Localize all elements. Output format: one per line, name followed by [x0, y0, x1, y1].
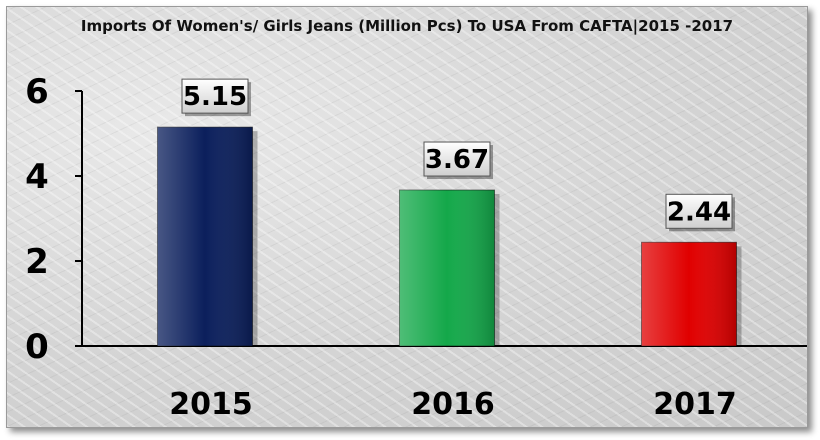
data-label-bg	[423, 141, 491, 177]
data-label-box-2016: 3.67	[423, 141, 493, 180]
bar-sheen	[157, 127, 253, 346]
x-tick-label: 2016	[411, 387, 495, 422]
y-tick-label: 0	[25, 327, 49, 367]
bar-chart: 0 2 4 6 5.15 2015 3.67 2016 2.44 2017	[25, 72, 807, 422]
y-tick-label: 4	[25, 157, 49, 197]
y-tick-label: 6	[25, 72, 49, 112]
chart-title: Imports Of Women's/ Girls Jeans (Million…	[80, 17, 734, 35]
bar-group-2015	[157, 126, 258, 347]
data-label: 5.15	[183, 82, 247, 112]
data-label-box-2015: 5.15	[181, 78, 251, 117]
data-label: 3.67	[425, 145, 489, 175]
data-label-bg	[181, 78, 249, 114]
bar-sheen	[641, 242, 737, 346]
bar-group-2016	[399, 189, 500, 347]
y-tick-label: 2	[25, 242, 49, 282]
data-label: 2.44	[667, 197, 731, 227]
x-tick-label: 2015	[169, 387, 253, 422]
data-label-box-2017: 2.44	[665, 193, 735, 232]
bar-sheen	[399, 190, 495, 346]
x-tick-label: 2017	[653, 387, 737, 422]
chart-frame: Imports Of Women's/ Girls Jeans (Million…	[6, 6, 808, 428]
bar-group-2017	[641, 241, 742, 347]
data-label-bg	[665, 193, 733, 229]
